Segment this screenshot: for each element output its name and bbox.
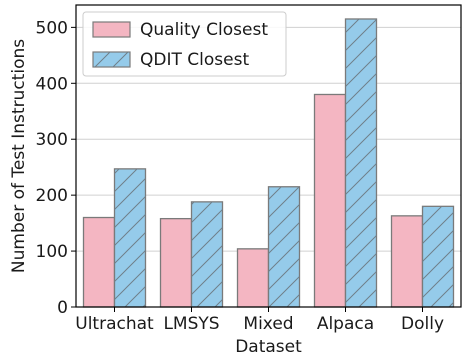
x-tick-label: Mixed [243,314,293,334]
bar-quality-closest [390,215,424,308]
legend: Quality Closest QDIT Closest [82,11,287,77]
bar-quality-closest [236,248,270,308]
bar-hatch-qdit-closest [268,186,300,307]
x-axis-label: Dataset [235,337,302,356]
bar-hatch-qdit-closest [114,168,146,307]
x-tick-label: Ultrachat [75,314,154,334]
tick-labels: 0 100 200 300 400 500 Ultrachat LMSYS Mixed Alpac… [36,18,444,334]
bar-hatch-qdit-closest [191,201,223,307]
x-tick-label: LMSYS [163,314,219,334]
bar-quality-closest [159,217,193,308]
legend-frame [82,11,287,77]
legend-label-qdit-closest: QDIT Closest [140,50,249,70]
y-tick-label: 100 [36,242,68,262]
legend-swatch-qdit-closest-hatch [93,52,130,67]
bar-hatch-qdit-closest [422,206,454,307]
y-tick-label: 0 [57,298,68,318]
bar-quality-closest [82,216,116,308]
y-tick-label: 300 [36,130,68,150]
y-tick-label: 400 [36,74,68,94]
bars [82,18,455,308]
y-axis-label: Number of Test Instructions [9,39,29,273]
bar-hatch-qdit-closest [345,18,377,308]
x-tick-label: Alpaca [317,314,374,334]
y-tick-label: 500 [36,18,68,38]
legend-swatch-quality-closest [92,21,131,38]
x-tick-label: Dolly [401,314,444,334]
y-tick-label: 200 [36,186,68,206]
legend-label-quality-closest: Quality Closest [140,20,268,40]
bar-quality-closest [313,93,347,308]
